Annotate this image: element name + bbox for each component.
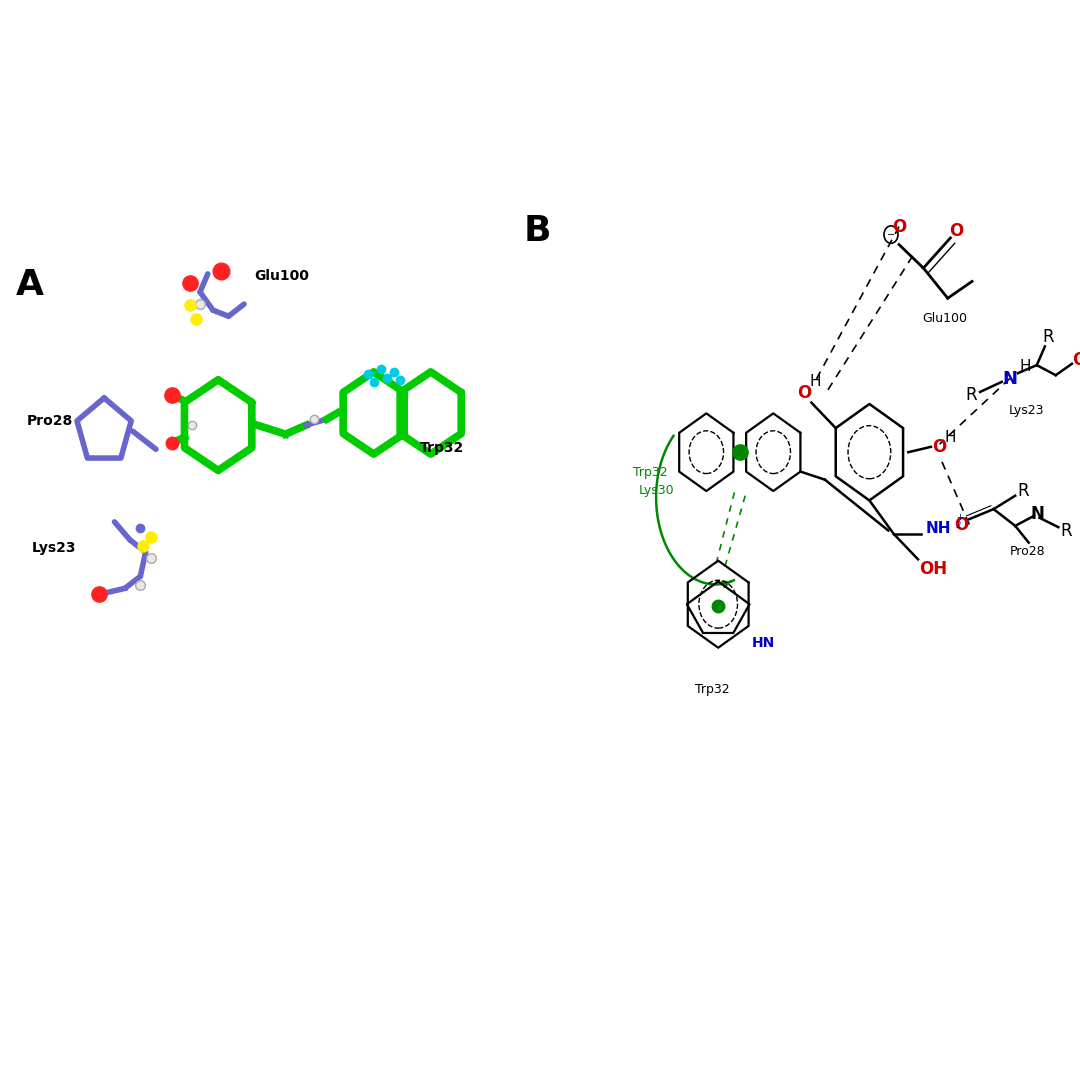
Text: OH: OH [920, 559, 948, 578]
Text: R: R [1017, 482, 1029, 500]
Text: Glu100: Glu100 [255, 269, 309, 283]
Text: Glu100: Glu100 [922, 312, 968, 325]
Text: Trp32: Trp32 [420, 442, 464, 456]
Text: A: A [16, 268, 44, 301]
Text: Pro28: Pro28 [26, 414, 72, 428]
Text: Lys23: Lys23 [1009, 404, 1043, 417]
Text: N: N [1031, 504, 1044, 523]
Text: O: O [1071, 351, 1080, 368]
Text: H: H [809, 374, 821, 389]
Text: HN: HN [752, 636, 775, 650]
Text: O: O [954, 515, 969, 534]
Text: H: H [1020, 359, 1030, 374]
Text: O: O [797, 384, 811, 402]
Text: N: N [1002, 369, 1017, 388]
Text: Trp32: Trp32 [696, 684, 730, 697]
Text: Lys23: Lys23 [31, 541, 76, 555]
Text: $^+_2$: $^+_2$ [955, 512, 964, 531]
Text: R: R [1043, 328, 1054, 346]
Text: Lys30: Lys30 [638, 484, 674, 497]
Text: H: H [945, 430, 956, 445]
Text: Trp32: Trp32 [633, 465, 669, 478]
Text: NH: NH [927, 521, 951, 536]
Text: R: R [1061, 523, 1072, 540]
Text: O: O [892, 217, 906, 235]
Text: B: B [524, 215, 551, 248]
Text: R: R [966, 387, 976, 404]
Text: O: O [948, 222, 963, 240]
Text: O: O [932, 437, 946, 456]
Text: Pro28: Pro28 [1010, 544, 1044, 557]
Text: −: − [887, 230, 895, 240]
